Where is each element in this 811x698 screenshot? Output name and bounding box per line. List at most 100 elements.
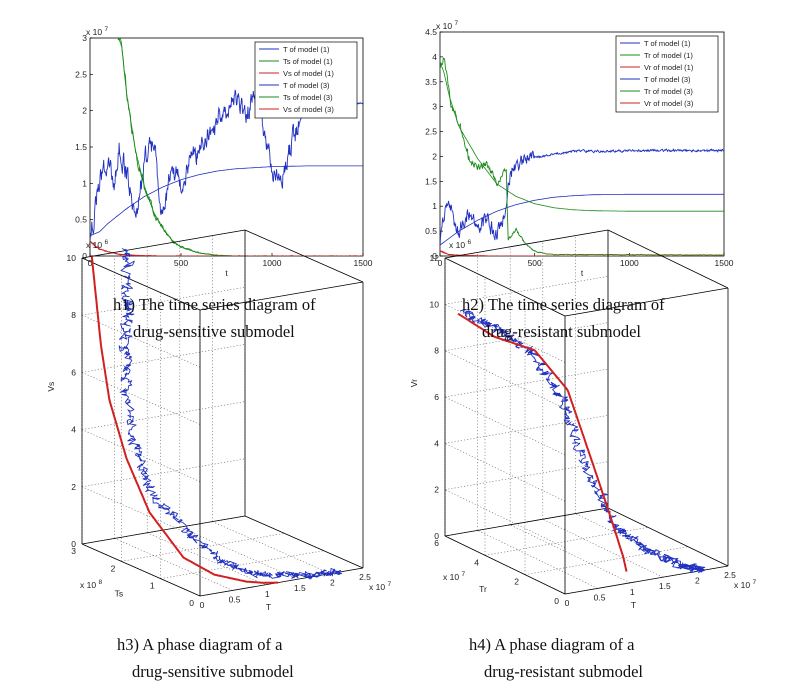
series-line — [90, 165, 363, 237]
grid-line — [81, 401, 246, 430]
y-tick-label: 2 — [432, 151, 437, 161]
box-edge — [444, 229, 609, 259]
box-edge — [444, 257, 566, 317]
grid-line — [524, 546, 689, 575]
z-tick-label: 10 — [430, 299, 440, 309]
series-group — [440, 57, 724, 256]
legend-entry: T of model (1) — [283, 45, 330, 54]
grid-line — [444, 368, 609, 398]
series-group — [90, 38, 363, 256]
legend-entry: Vr of model (1) — [644, 63, 694, 72]
x-exponent-label: x 10 7 — [734, 579, 756, 590]
x-axis-label: t — [225, 268, 228, 278]
x-tick-label: 1 — [265, 589, 270, 599]
caption-h2-line1: h2) The time series diagram of — [462, 295, 665, 314]
y-exponent-label: x 10 7 — [443, 571, 465, 582]
chart-h1: 0 500 1000 1500 0 0.5 1 1.5 2 2.5 3 t x 10 7 T of mod… — [75, 26, 373, 278]
caption-h3: h3) A phase diagram of a drug-sensitive … — [117, 631, 357, 685]
y-tick-label: 2 — [514, 577, 519, 587]
trajectory-line — [457, 312, 628, 572]
grid-line — [179, 526, 298, 580]
x-axis-label: T — [631, 600, 636, 610]
legend-entry: Tr of model (1) — [644, 51, 693, 60]
x-axis-label: t — [581, 268, 584, 278]
y-tick-label: 4.5 — [425, 27, 437, 37]
y-tick-label: 3 — [82, 33, 87, 43]
z-axis-label: Vr — [409, 379, 419, 387]
grid-line — [444, 322, 609, 351]
z-tick-label: 8 — [71, 310, 76, 320]
box-edge — [244, 515, 364, 569]
x-tick-label: 1.5 — [294, 583, 306, 593]
z-exponent-label: x 10 6 — [449, 239, 471, 250]
legend-entry: Ts of model (3) — [283, 93, 333, 102]
grid-line — [477, 530, 598, 589]
y-tick-label: 1 — [432, 201, 437, 211]
y-tick-label: 2 — [82, 106, 87, 116]
box-edge — [81, 543, 201, 597]
grid-line — [81, 314, 201, 368]
legend-entry: T of model (3) — [283, 81, 330, 90]
grid-line — [444, 415, 609, 444]
x-exponent-label: x 10 7 — [369, 581, 391, 592]
x-tick-label: 2.5 — [724, 570, 736, 580]
z-tick-label: 0 — [71, 539, 76, 549]
z-tick-label: 10 — [67, 253, 77, 263]
x-tick-label: 2 — [695, 576, 700, 586]
y-tick-label: 3.5 — [425, 77, 437, 87]
grid-line — [114, 538, 233, 591]
series-line — [90, 241, 363, 256]
grid-line — [212, 521, 331, 574]
y-tick-label: 1.5 — [425, 176, 437, 186]
box-edge — [199, 567, 364, 597]
caption-h4: h4) A phase diagram of a drug-resistant … — [469, 631, 709, 685]
x-tick-label: 0.5 — [229, 594, 241, 604]
y-tick-label: 0 — [432, 251, 437, 261]
y-tick-label: 6 — [434, 538, 439, 548]
x-tick-label: 0 — [565, 598, 570, 608]
box-edge — [444, 535, 566, 595]
x-tick-label: 0 — [438, 258, 443, 268]
legend-entry: Vs of model (1) — [283, 69, 334, 78]
chart-h2: 0 500 1000 1500 0 0.5 1 1.5 2 2.5 3 3.5 4 4.5 t x 10 7 T… — [425, 20, 734, 278]
y-tick-label: 0.5 — [75, 215, 87, 225]
z-tick-label: 6 — [71, 367, 76, 377]
series-line — [440, 61, 724, 212]
caption-h2: h2) The time series diagram of drug-resi… — [462, 291, 722, 345]
z-tick-label: 0 — [434, 531, 439, 541]
box-edge — [564, 287, 729, 317]
series-group — [457, 309, 706, 574]
box-edge — [564, 565, 729, 595]
series-line — [440, 57, 724, 256]
box-edge — [81, 229, 246, 259]
y-exponent-label: x 10 7 — [86, 26, 108, 37]
y-axis-label: Tr — [479, 584, 487, 594]
grid-line — [444, 461, 609, 490]
caption-h4-line1: h4) A phase diagram of a — [469, 635, 635, 654]
y-tick-label: 2.5 — [425, 127, 437, 137]
y-tick-label: 0 — [554, 596, 559, 606]
x-tick-label: 1000 — [620, 258, 639, 268]
y-tick-label: 1 — [82, 178, 87, 188]
grid-line — [121, 533, 285, 562]
legend-entry: T of model (1) — [644, 39, 691, 48]
caption-h4-line2: drug-resistant submodel — [484, 662, 644, 681]
y-tick-label: 1 — [150, 581, 155, 591]
y-tick-label: 4 — [474, 557, 479, 567]
grid-line — [81, 344, 246, 373]
x-tick-label: 2.5 — [359, 572, 371, 582]
y-tick-label: 2.5 — [75, 69, 87, 79]
trajectory-line — [118, 248, 343, 580]
box-edge — [607, 507, 729, 567]
series-line — [440, 148, 724, 248]
y-exponent-label: x 10 7 — [436, 20, 458, 31]
legend-entry: Tr of model (3) — [644, 87, 693, 96]
y-tick-label: 4 — [432, 52, 437, 62]
x-tick-label: 500 — [174, 258, 188, 268]
y-tick-label: 2 — [111, 563, 116, 573]
y-axis-label: Ts — [115, 589, 124, 599]
y-tick-label: 3 — [71, 546, 76, 556]
x-tick-label: 0 — [88, 258, 93, 268]
series-group — [90, 248, 343, 584]
